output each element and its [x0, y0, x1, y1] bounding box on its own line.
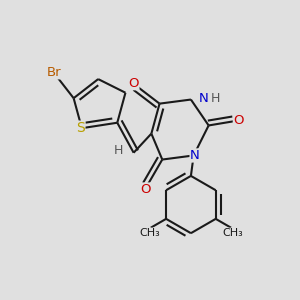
Text: O: O [128, 77, 139, 90]
Text: Br: Br [47, 66, 62, 79]
Text: N: N [190, 149, 200, 162]
Text: O: O [233, 113, 244, 127]
Text: H: H [211, 92, 220, 105]
Text: N: N [198, 92, 208, 105]
Text: H: H [114, 143, 123, 157]
Text: O: O [141, 183, 151, 196]
Text: S: S [76, 121, 85, 135]
Text: CH₃: CH₃ [222, 228, 243, 238]
Text: CH₃: CH₃ [139, 228, 160, 238]
